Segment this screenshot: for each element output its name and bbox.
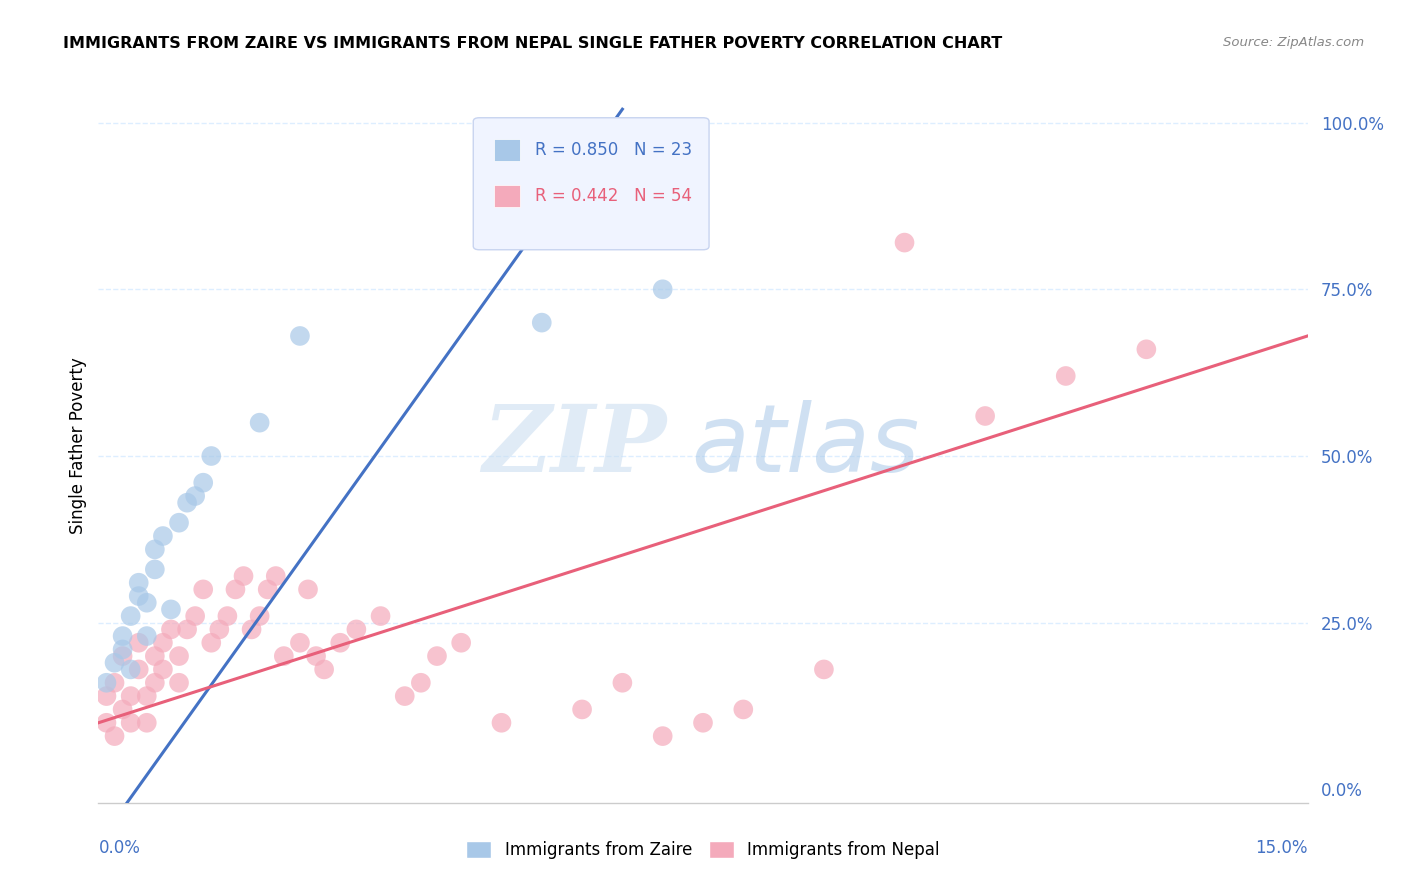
Point <box>152 662 174 676</box>
Point <box>103 656 125 670</box>
Point <box>143 562 166 576</box>
Point <box>651 282 673 296</box>
Text: 0.0%: 0.0% <box>98 839 141 857</box>
Point <box>152 636 174 650</box>
Point <box>184 489 207 503</box>
Point <box>103 729 125 743</box>
Legend: Immigrants from Zaire, Immigrants from Nepal: Immigrants from Zaire, Immigrants from N… <box>460 834 946 866</box>
Point <box>193 582 215 597</box>
Point <box>135 689 157 703</box>
Point <box>120 689 142 703</box>
Point <box>1054 368 1077 383</box>
Point <box>256 582 278 597</box>
Point <box>96 715 118 730</box>
Point <box>491 715 513 730</box>
Point <box>152 529 174 543</box>
Point <box>128 636 150 650</box>
Point <box>120 715 142 730</box>
Point <box>135 596 157 610</box>
Point <box>370 609 392 624</box>
Point <box>651 729 673 743</box>
Point <box>111 642 134 657</box>
Point <box>264 569 287 583</box>
Point <box>314 662 336 676</box>
Point <box>143 675 166 690</box>
Point <box>200 636 222 650</box>
Point <box>571 702 593 716</box>
Point <box>893 235 915 250</box>
Point <box>217 609 239 624</box>
Point <box>273 649 295 664</box>
Point <box>240 623 263 637</box>
Point <box>974 409 997 423</box>
Point <box>813 662 835 676</box>
Text: atlas: atlas <box>690 401 920 491</box>
Point <box>193 475 215 490</box>
Point <box>111 702 134 716</box>
Point <box>143 649 166 664</box>
Text: R = 0.442   N = 54: R = 0.442 N = 54 <box>534 187 692 205</box>
Point <box>288 636 311 650</box>
FancyBboxPatch shape <box>494 185 520 207</box>
Point <box>1135 343 1157 357</box>
FancyBboxPatch shape <box>494 138 520 161</box>
Point <box>208 623 231 637</box>
Point <box>176 496 198 510</box>
FancyBboxPatch shape <box>474 118 709 250</box>
Text: Source: ZipAtlas.com: Source: ZipAtlas.com <box>1223 36 1364 49</box>
Point <box>733 702 755 716</box>
Point <box>111 629 134 643</box>
Point <box>128 589 150 603</box>
Point <box>288 329 311 343</box>
Point <box>160 602 183 616</box>
Point <box>128 575 150 590</box>
Point <box>426 649 449 664</box>
Point <box>530 316 553 330</box>
Point <box>409 675 432 690</box>
Point <box>96 675 118 690</box>
Point <box>184 609 207 624</box>
Point <box>612 675 634 690</box>
Point <box>232 569 254 583</box>
Point <box>200 449 222 463</box>
Point <box>450 636 472 650</box>
Point <box>160 623 183 637</box>
Point <box>103 675 125 690</box>
Point <box>167 649 190 664</box>
Point <box>344 623 367 637</box>
Point <box>143 542 166 557</box>
Point <box>111 649 134 664</box>
Point <box>249 609 271 624</box>
Point <box>120 662 142 676</box>
Point <box>135 715 157 730</box>
Y-axis label: Single Father Poverty: Single Father Poverty <box>69 358 87 534</box>
Text: ZIP: ZIP <box>482 401 666 491</box>
Point <box>249 416 271 430</box>
Point <box>96 689 118 703</box>
Point <box>329 636 352 650</box>
Point <box>167 675 190 690</box>
Text: 15.0%: 15.0% <box>1256 839 1308 857</box>
Point <box>167 516 190 530</box>
Point <box>692 715 714 730</box>
Point <box>176 623 198 637</box>
Point <box>305 649 328 664</box>
Point <box>224 582 246 597</box>
Point <box>128 662 150 676</box>
Point <box>297 582 319 597</box>
Text: IMMIGRANTS FROM ZAIRE VS IMMIGRANTS FROM NEPAL SINGLE FATHER POVERTY CORRELATION: IMMIGRANTS FROM ZAIRE VS IMMIGRANTS FROM… <box>63 36 1002 51</box>
Point <box>120 609 142 624</box>
Point <box>135 629 157 643</box>
Point <box>394 689 416 703</box>
Text: R = 0.850   N = 23: R = 0.850 N = 23 <box>534 141 692 159</box>
